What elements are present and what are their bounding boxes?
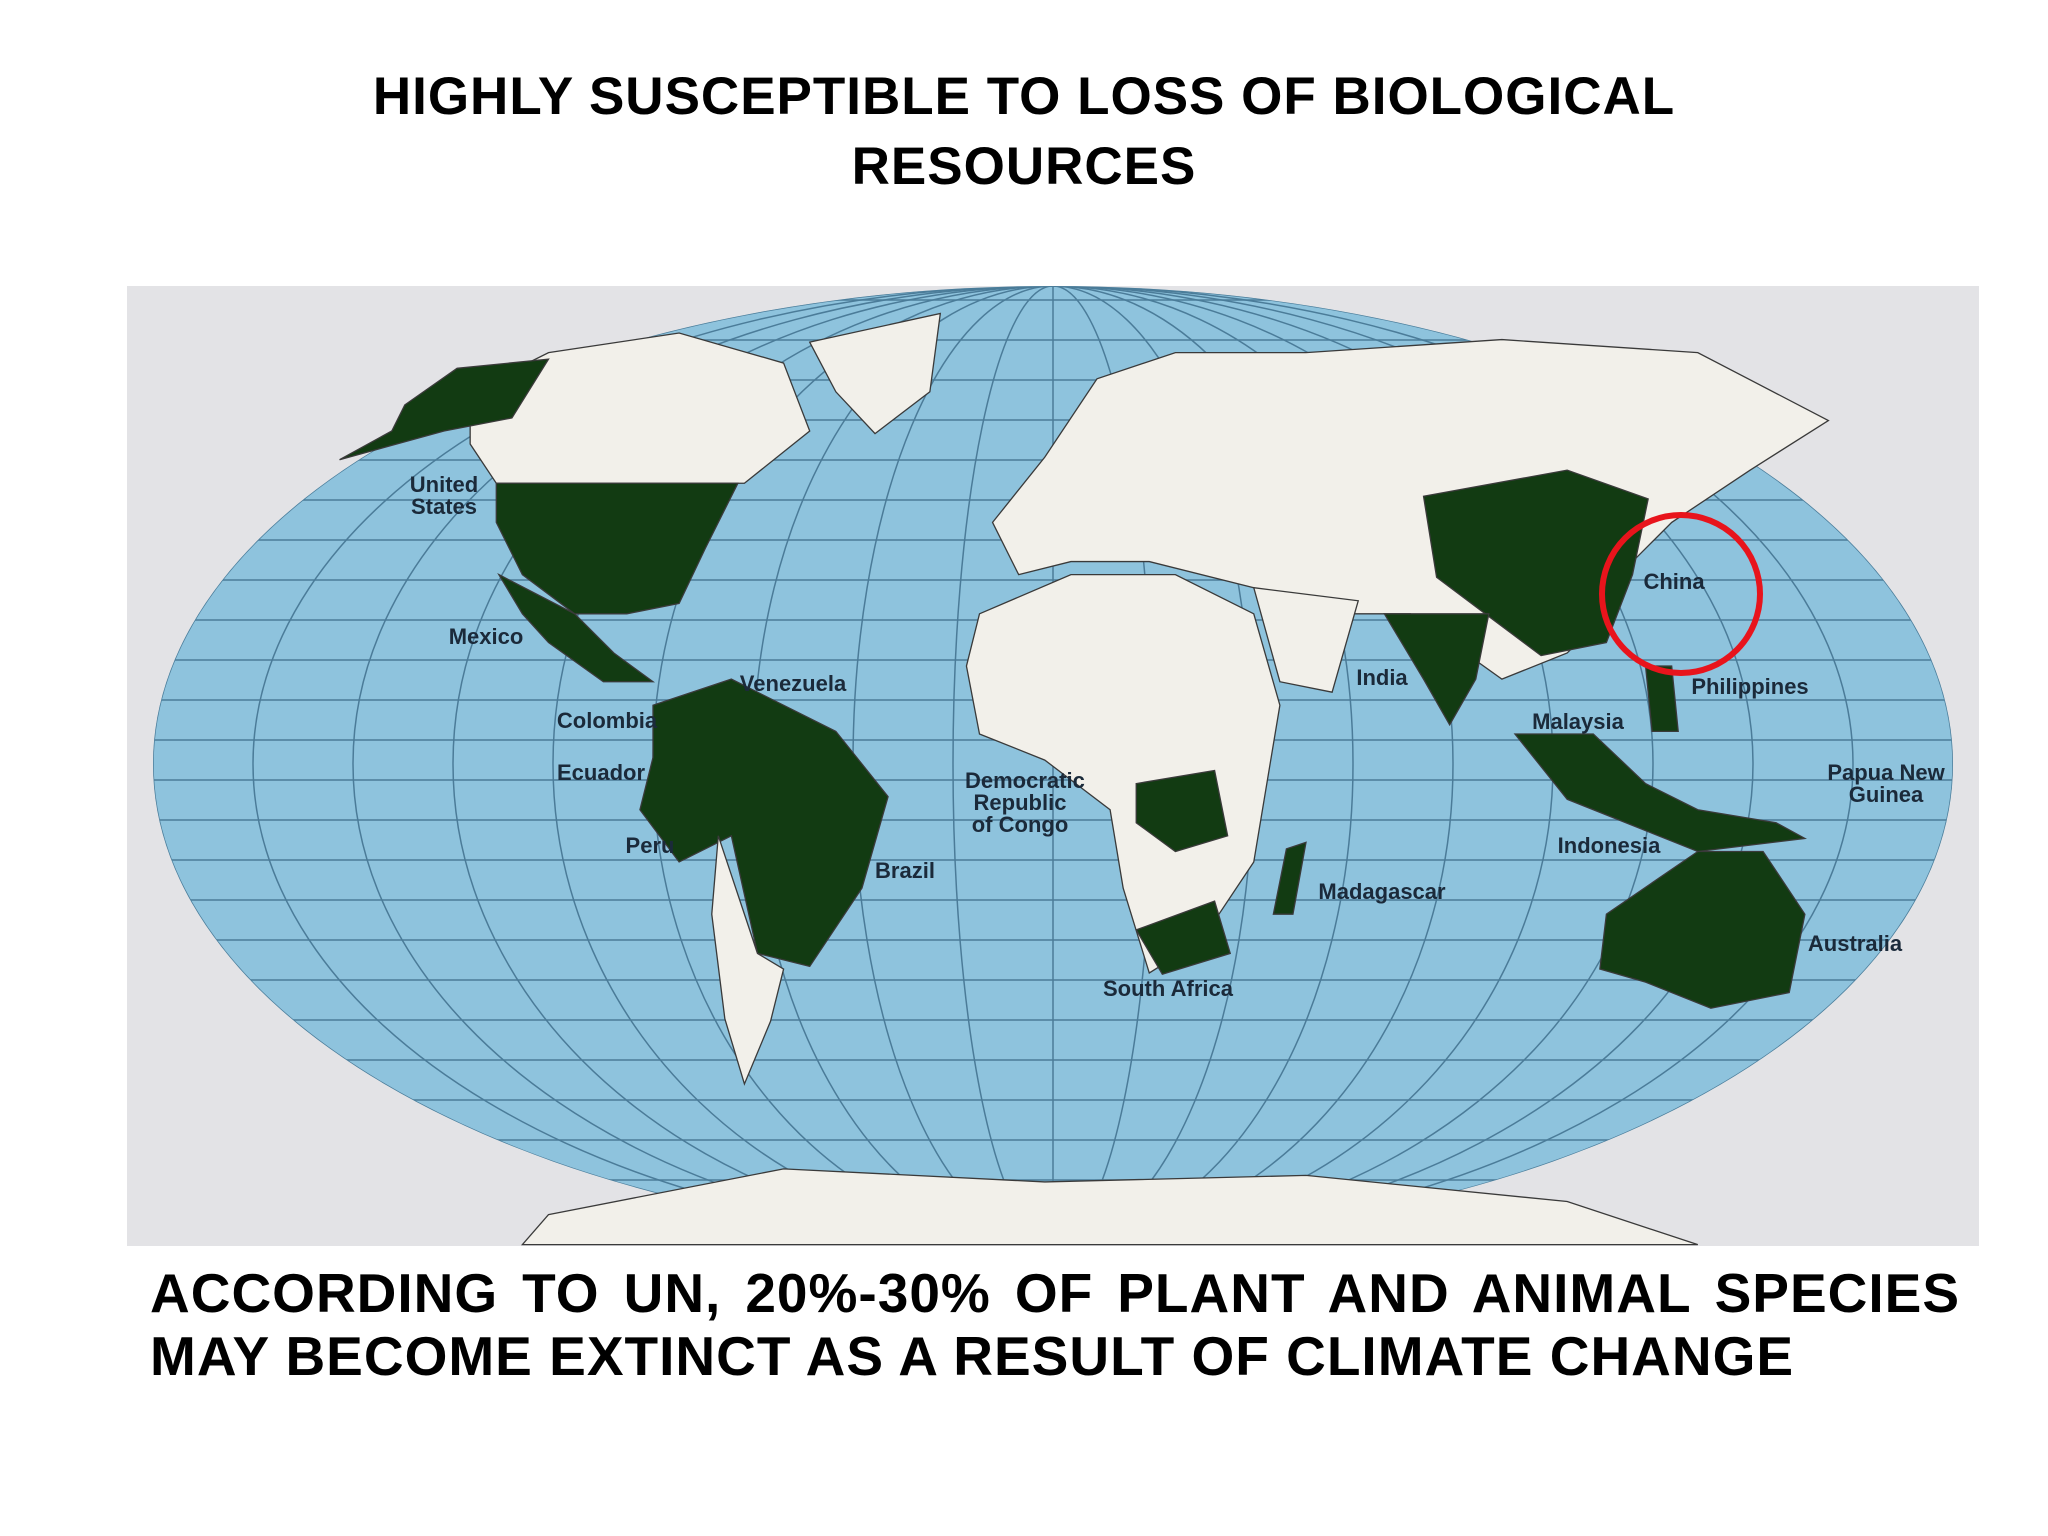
country-label: South Africa (1103, 976, 1233, 1001)
country-label: Australia (1807, 931, 1903, 956)
country-label: United States (409, 472, 479, 519)
country-label: China (1643, 569, 1705, 594)
slide-title: HIGHLY SUSCEPTIBLE TO LOSS OF BIOLOGICAL… (372, 67, 1676, 196)
caption: ACCORDING TO UN, 20%-30% OF PLANT AND AN… (150, 1262, 1960, 1387)
country-label: Papua New Guinea (1827, 760, 1945, 807)
graticule (252, 286, 1854, 1242)
highlight-circle (1599, 512, 1763, 676)
country-label: Indonesia (1557, 833, 1661, 858)
country-label: Colombia (556, 708, 658, 733)
country-label: Philippines (1691, 674, 1809, 699)
country-label: Venezuela (739, 671, 847, 696)
country-label: India (1356, 665, 1408, 690)
country-label: Peru (625, 833, 675, 858)
graticule (452, 286, 1654, 1242)
country-label: Ecuador (556, 760, 646, 785)
country-label: Mexico (448, 624, 524, 649)
graticule (352, 286, 1754, 1242)
country-label: Madagascar (1318, 879, 1446, 904)
country-label: Malaysia (1532, 709, 1624, 734)
world-map (127, 286, 1979, 1246)
country-label: Democratic Republic of Congo (965, 768, 1085, 837)
country-label: Brazil (875, 858, 935, 883)
landmasses (339, 312, 1830, 1246)
